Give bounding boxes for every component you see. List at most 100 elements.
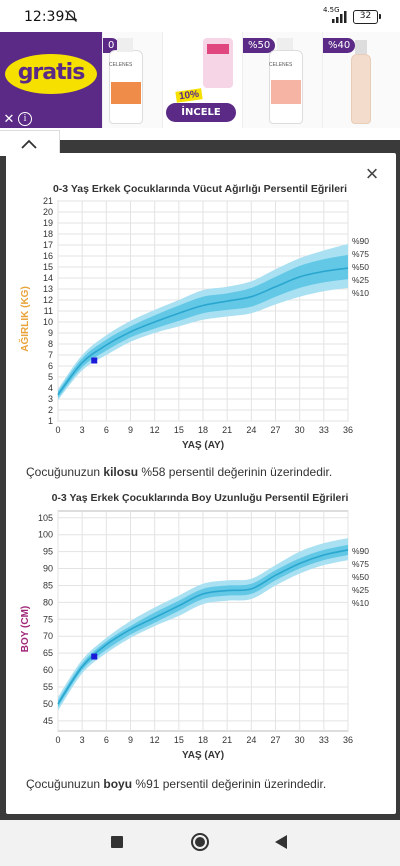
back-button[interactable] (275, 835, 287, 849)
home-button[interactable] (191, 833, 209, 851)
y-tick-label: 75 (43, 614, 53, 624)
ad-product-4[interactable]: %40 (322, 32, 400, 128)
y-tick-label: 16 (43, 251, 53, 261)
ad-info-icon[interactable]: i (18, 112, 32, 126)
y-tick-label: 55 (43, 682, 53, 692)
x-tick-label: 21 (222, 425, 232, 435)
x-tick-label: 27 (270, 735, 280, 745)
x-tick-label: 18 (198, 735, 208, 745)
y-tick-label: 65 (43, 648, 53, 658)
y-axis-label: BOY (CM) (20, 606, 31, 652)
ad-product-1[interactable]: 0 CELENES (102, 32, 162, 128)
x-tick-label: 12 (150, 425, 160, 435)
x-tick-label: 9 (128, 735, 133, 745)
y-tick-label: 60 (43, 665, 53, 675)
y-tick-label: 8 (48, 339, 53, 349)
x-tick-label: 33 (319, 425, 329, 435)
discount-badge: 0 (103, 38, 120, 53)
y-tick-label: 1 (48, 416, 53, 426)
gratis-logo: gratis (5, 54, 97, 94)
y-tick-label: 14 (43, 273, 53, 283)
y-tick-label: 20 (43, 207, 53, 217)
mute-icon (64, 10, 78, 22)
weight-chart-title: 0-3 Yaş Erkek Çocuklarında Vücut Ağırlığ… (52, 183, 348, 195)
incele-button[interactable]: İNCELE (166, 103, 236, 122)
ad-banner[interactable]: gratis ✕ i 0 CELENES 10% İNCELE %50 CELE… (0, 32, 400, 128)
percentile-band-outer (58, 538, 348, 711)
bottle-label (111, 82, 141, 104)
x-tick-label: 15 (174, 425, 184, 435)
y-tick-label: 2 (48, 405, 53, 415)
caption-suffix: %91 persentil değerinin üzerindedir. (132, 777, 327, 791)
caption-prefix: Çocuğunuzun (26, 777, 104, 791)
caption-bold: kilosu (103, 465, 139, 479)
caption-bold: boyu (103, 777, 133, 791)
y-axis-label: AĞIRLIK (KG) (18, 286, 31, 352)
product-label: CELENES (109, 62, 133, 68)
height-chart: 0 3 6 9 12 15 18 21 24 27 30 33 36455055606570758085… (20, 510, 369, 761)
y-tick-label: 15 (43, 262, 53, 272)
status-time: 12:39 (24, 9, 65, 25)
y-tick-label: 105 (38, 513, 53, 523)
chevron-up-icon (21, 139, 37, 149)
y-tick-label: 3 (48, 394, 53, 404)
y-tick-label: 9 (48, 328, 53, 338)
ad-close-icon[interactable]: ✕ (3, 111, 15, 126)
y-tick-label: 45 (43, 716, 53, 726)
ad-product-3[interactable]: %50 CELENES (242, 32, 322, 128)
close-icon[interactable]: × (365, 161, 379, 186)
percentile-legend-label: %90 (352, 236, 369, 246)
x-axis-label: YAŞ (AY) (182, 440, 224, 451)
x-tick-label: 30 (295, 425, 305, 435)
y-tick-label: 85 (43, 580, 53, 590)
x-tick-label: 3 (80, 425, 85, 435)
y-tick-label: 80 (43, 597, 53, 607)
y-tick-label: 4 (48, 383, 53, 393)
percentile-legend-label: %10 (352, 598, 369, 608)
x-tick-label: 30 (295, 735, 305, 745)
pads-label (207, 44, 229, 54)
product-label: CELENES (269, 62, 293, 68)
product-bottle (351, 54, 371, 124)
weight-caption: Çocuğunuzun kilosu %58 persentil değerin… (26, 465, 386, 479)
bottle-label (271, 80, 301, 104)
percentile-legend-label: %90 (352, 546, 369, 556)
discount-badge: %40 (323, 38, 356, 53)
navigation-bar (0, 820, 400, 866)
x-tick-label: 21 (222, 735, 232, 745)
percentile-band-inner (58, 254, 348, 398)
percentile-legend-label: %10 (352, 288, 369, 298)
y-tick-label: 13 (43, 284, 53, 294)
height-caption: Çocuğunuzun boyu %91 persentil değerinin… (26, 777, 386, 791)
x-tick-label: 27 (270, 425, 280, 435)
x-tick-label: 36 (343, 735, 353, 745)
y-tick-label: 17 (43, 240, 53, 250)
y-tick-label: 95 (43, 547, 53, 557)
percentile-legend-label: %50 (352, 262, 369, 272)
y-tick-label: 21 (43, 196, 53, 206)
median-line (57, 267, 349, 396)
recents-button[interactable] (111, 836, 123, 848)
x-tick-label: 18 (198, 425, 208, 435)
y-tick-label: 50 (43, 699, 53, 709)
y-tick-label: 19 (43, 218, 53, 228)
ad-brand-area[interactable]: gratis ✕ i (0, 32, 102, 128)
collapse-tab[interactable] (0, 130, 60, 156)
y-tick-label: 7 (48, 350, 53, 360)
y-tick-label: 6 (48, 361, 53, 371)
x-tick-label: 9 (128, 425, 133, 435)
y-tick-label: 70 (43, 631, 53, 641)
network-type: 4.5G (323, 6, 340, 14)
y-tick-label: 90 (43, 564, 53, 574)
height-chart-title: 0-3 Yaş Erkek Çocuklarında Boy Uzunluğu … (51, 492, 349, 504)
percentile-legend-label: %25 (352, 585, 369, 595)
x-tick-label: 12 (150, 735, 160, 745)
x-tick-label: 36 (343, 425, 353, 435)
x-tick-label: 3 (80, 735, 85, 745)
x-tick-label: 15 (174, 735, 184, 745)
y-tick-label: 100 (38, 530, 53, 540)
bottle-pump (277, 38, 293, 52)
bottle-cap (355, 40, 367, 54)
median-line (57, 549, 349, 705)
child-value-marker (91, 653, 98, 660)
